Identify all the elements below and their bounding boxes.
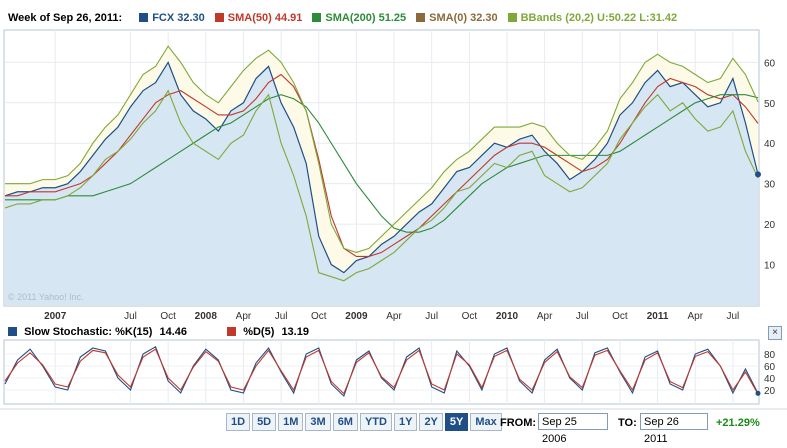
bbands-lower-line — [4, 89, 759, 282]
x-tick-label: 2008 — [195, 311, 218, 322]
range-button-1m[interactable]: 1M — [278, 413, 304, 431]
legend-value: 32.30 — [467, 12, 498, 24]
to-label: TO: — [618, 417, 637, 429]
stoch-last-marker — [755, 390, 761, 396]
range-button-6m[interactable]: 6M — [332, 413, 358, 431]
k-swatch — [8, 327, 17, 336]
y-tick-label: 60 — [764, 58, 776, 69]
chart-widget: 10 20 30 40 50 60 2007 Jul Oct 2008 Apr Jul Oct 2009 A… — [0, 12, 787, 445]
close-icon[interactable]: × — [768, 326, 782, 340]
stoch-plot-frame — [3, 339, 760, 405]
stoch-y-tick-label: 60 — [764, 362, 776, 373]
d-value: 13.19 — [281, 326, 309, 338]
price-area — [5, 62, 758, 306]
bbands-fill — [5, 46, 758, 281]
legend-value: 44.91 — [271, 12, 303, 24]
last-price-marker — [755, 171, 761, 178]
x-tick-label: Jul — [576, 311, 589, 322]
range-button-ytd[interactable]: YTD — [359, 413, 392, 431]
sma-200--line — [5, 94, 759, 233]
from-date-field[interactable]: Sep 25 2006 — [538, 413, 608, 445]
range-button-5y[interactable]: 5Y — [444, 413, 469, 431]
legend-value: 51.25 — [375, 12, 407, 24]
x-tick-label: Apr — [386, 311, 402, 322]
x-tick-label: Oct — [612, 311, 628, 322]
legend-name: SMA(0) — [429, 12, 468, 24]
legend-bar: Week of Sep 26, 2011: FCX 32.30 SMA(50) 4… — [8, 12, 677, 24]
x-tick-label: 2009 — [345, 311, 368, 322]
range-button-3m[interactable]: 3M — [305, 413, 331, 431]
range-buttons: 1D 5D 1M 3M 6M YTD 1Y 2Y 5Y Max — [226, 413, 504, 431]
legend-name: FCX — [152, 12, 175, 24]
x-tick-label: Oct — [160, 311, 176, 322]
legend-item: SMA(200) 51.25 — [312, 12, 406, 24]
legend-item: BBands (20,2) U:50.22 L:31.42 — [507, 12, 678, 24]
x-tick-label: 2007 — [44, 311, 67, 322]
k-label: Slow Stochastic: %K(15) — [24, 326, 153, 338]
stoch--d-5--line — [4, 348, 759, 395]
x-tick-label: Apr — [236, 311, 252, 322]
legend-value: U:50.22 L:31.42 — [593, 12, 678, 24]
watermark-text: © 2011 Yahoo! Inc. — [8, 292, 84, 302]
legend-swatch — [139, 13, 149, 22]
x-tick-label: Jul — [124, 311, 137, 322]
stoch-legend: Slow Stochastic: %K(15) 14.46 %D(5) 13.1… — [8, 326, 313, 338]
legend-swatch — [214, 13, 224, 22]
x-tick-label: Apr — [687, 311, 703, 322]
stoch-y-tick-label: 40 — [764, 374, 776, 385]
x-tick-label: Jul — [425, 311, 438, 322]
range-button-1y[interactable]: 1Y — [393, 413, 418, 431]
y-tick-label: 30 — [764, 180, 776, 191]
legend-swatch — [507, 13, 517, 22]
bbands-upper-line — [5, 45, 759, 254]
week-label: Week of Sep 26, 2011: — [8, 12, 123, 24]
d-label: %D(5) — [243, 326, 275, 338]
fcx-line — [4, 61, 759, 274]
from-label: FROM: — [500, 417, 537, 429]
y-tick-label: 40 — [764, 139, 776, 150]
legend-name: SMA(50) — [227, 12, 272, 24]
x-tick-label: Jul — [727, 311, 740, 322]
legend-swatch — [416, 13, 426, 22]
range-button-max[interactable]: Max — [470, 413, 502, 431]
legend-name: BBands (20,2) — [520, 12, 594, 24]
legend-name: SMA(200) — [325, 12, 376, 24]
x-tick-label: Oct — [462, 311, 478, 322]
legend-value: 32.30 — [174, 12, 205, 24]
x-tick-label: Jul — [275, 311, 288, 322]
x-tick-label: 2010 — [496, 311, 519, 322]
range-button-2y[interactable]: 2Y — [419, 413, 443, 431]
k-value: 14.46 — [159, 326, 188, 338]
legend-item: FCX 32.30 — [139, 12, 205, 24]
to-date-field[interactable]: Sep 26 2011 — [640, 413, 708, 445]
change-percent: +21.29% — [716, 417, 760, 429]
y-tick-label: 20 — [764, 220, 776, 231]
chart-svg: 10 20 30 40 50 60 2007 Jul Oct 2008 Apr Jul Oct 2009 A… — [0, 29, 787, 410]
x-tick-label: Oct — [311, 311, 327, 322]
legend-item: SMA(0) 32.30 — [416, 12, 498, 24]
x-tick-label: 2011 — [647, 311, 669, 322]
legend-swatch — [312, 13, 322, 22]
legend-items: FCX 32.30 SMA(50) 44.91 SMA(200) 51.25 SMA(… — [129, 12, 677, 24]
y-tick-label: 50 — [764, 99, 776, 110]
range-button-5d[interactable]: 5D — [252, 413, 277, 431]
stoch--k-15--line — [4, 345, 759, 397]
x-tick-label: Apr — [537, 311, 553, 322]
stoch-y-tick-label: 20 — [764, 386, 776, 397]
d-swatch — [227, 327, 237, 336]
stoch-y-tick-label: 80 — [764, 350, 776, 361]
y-tick-label: 10 — [764, 261, 776, 272]
range-button-1d[interactable]: 1D — [226, 413, 251, 431]
legend-item: SMA(50) 44.91 — [214, 12, 303, 24]
